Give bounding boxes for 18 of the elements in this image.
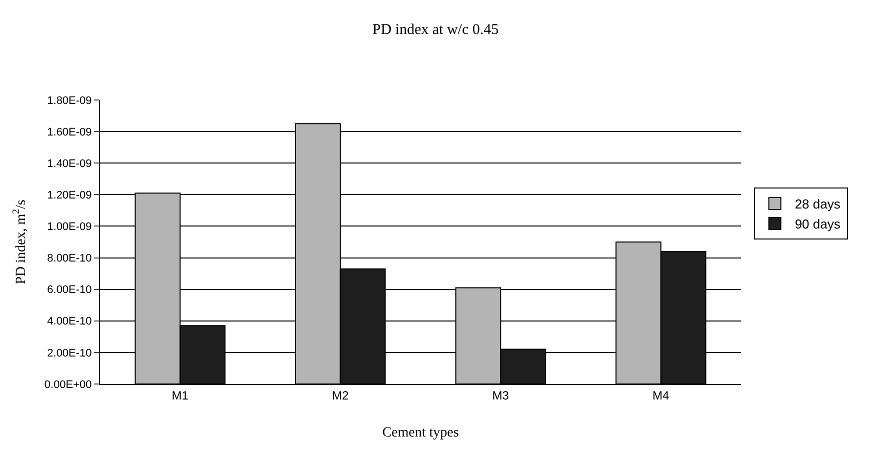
y-tick-label: 6.00E-10: [47, 284, 92, 296]
x-tick-label: M4: [652, 388, 670, 402]
y-tick-label: 1.40E-09: [47, 158, 92, 170]
y-tick-label: 1.20E-09: [47, 190, 92, 202]
y-tick-label: 4.00E-10: [47, 316, 92, 328]
y-tick-label: 1.60E-09: [47, 126, 92, 138]
x-axis-title: Cement types: [382, 426, 459, 441]
y-tick-label: 1.00E-09: [47, 221, 92, 234]
chart-title: PD index at w/c 0.45: [372, 22, 499, 38]
y-tick-label: 8.00E-10: [47, 252, 92, 265]
y-tick-label: 1.80E-09: [47, 94, 92, 107]
legend-label: 28 days: [794, 196, 841, 212]
y-tick-label: 0.00E+00: [44, 378, 92, 391]
x-tick-label: M3: [492, 388, 510, 402]
x-tick-label: M2: [332, 388, 350, 402]
y-tick-label: 2.00E-10: [47, 347, 92, 360]
legend-label: 90 days: [794, 216, 841, 232]
x-tick-label: M1: [172, 388, 189, 402]
